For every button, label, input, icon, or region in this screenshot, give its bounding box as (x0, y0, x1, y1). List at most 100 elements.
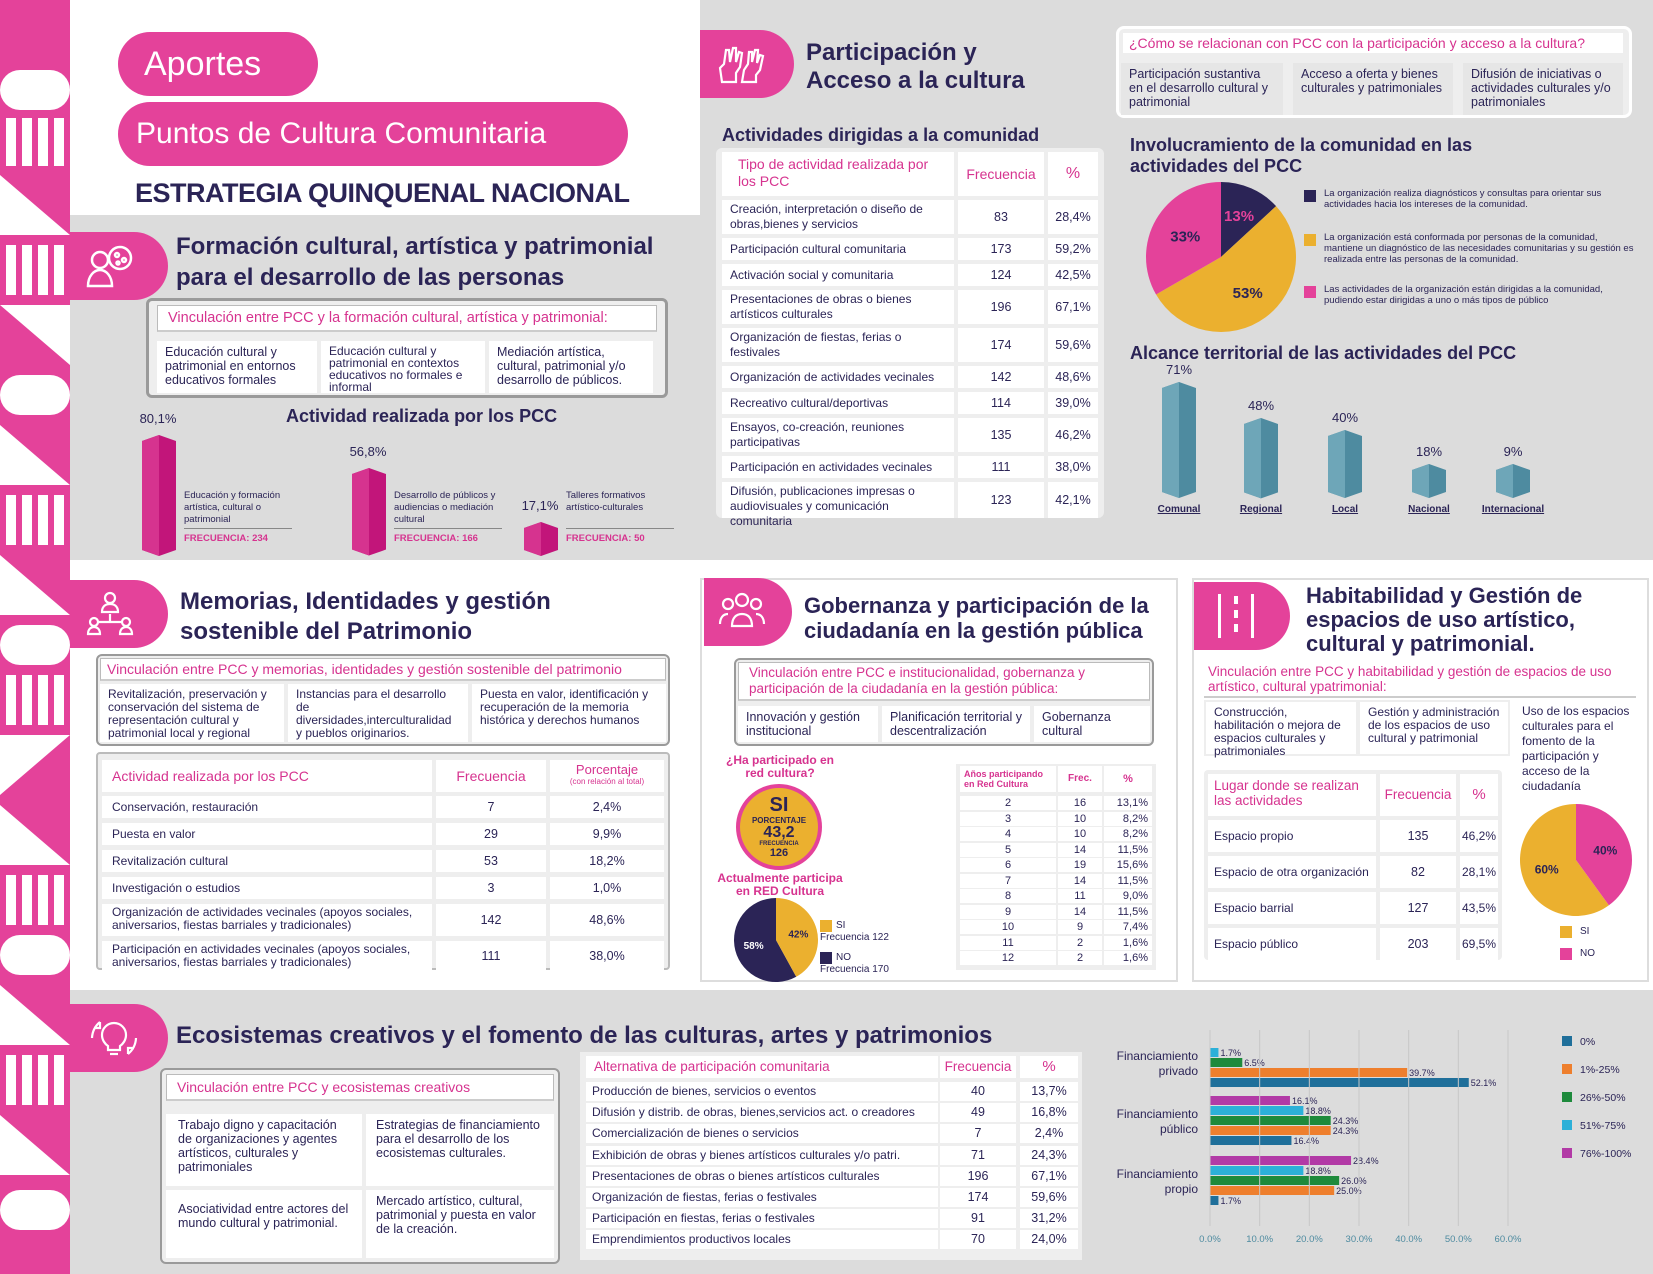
road-icon (1218, 594, 1254, 638)
eco-row-name: Emprendimientos productivos locales (586, 1230, 938, 1250)
years-row-pct: 7,4% (1104, 920, 1152, 934)
actividad-name: Recreativo cultural/deportivas (722, 392, 954, 414)
hab-item-3: Uso de los espacios culturales para el f… (1514, 700, 1638, 793)
pie-slice (1146, 182, 1221, 295)
pie-label: 40% (1593, 843, 1617, 857)
formacion-title-1: Formación cultural, artística y patrimon… (176, 233, 654, 260)
pcc-question: ¿Cómo se relacionan con PCC con la parti… (1123, 33, 1623, 53)
formacion-box: Vinculación entre PCC y la formación cul… (146, 298, 668, 398)
gobernanza-icon-tab (704, 578, 792, 646)
bar (1210, 1196, 1219, 1205)
pie-label: 60% (1535, 863, 1559, 877)
memorias-item-3: Puesta en valor, identificación y recupe… (472, 684, 666, 742)
years-row-year: 5 (960, 842, 1056, 857)
formacion-item-3: Mediación artística, cultural, patrimoni… (489, 341, 653, 393)
memorias-row-name: Participación en actividades vecinales (… (102, 941, 432, 971)
alcance-bar-pct: 48% (1247, 397, 1275, 413)
actividad-pct: 59,6% (1048, 328, 1098, 362)
bar-value-label: 24.3% (1333, 1126, 1359, 1136)
bar-value-label: 1.7% (1220, 1196, 1241, 1206)
alcance-bars: 71% Comunal 48% Regional 40% Local 18% Nacional… (1130, 362, 1560, 526)
eco-row-freq: 7 (940, 1124, 1016, 1144)
pie-slice (1156, 206, 1296, 332)
eco-item-1: Trabajo digno y capacitación de organiza… (166, 1114, 362, 1186)
pie-slice (1520, 804, 1609, 916)
actividad-pct: 39,0% (1048, 392, 1098, 414)
actividad-name: Difusión, publicaciones impresas o audio… (722, 482, 954, 528)
years-row-pct: 1,6% (1104, 951, 1152, 965)
bar-value-label: 16.1% (1292, 1096, 1318, 1106)
ecosistemas-box-header: Vinculación entre PCC y ecosistemas crea… (166, 1074, 554, 1101)
pie-slice (1221, 182, 1277, 257)
years-row-year: 11 (960, 935, 1056, 950)
bar-value-label: 28.4% (1353, 1156, 1379, 1166)
legend-swatch (1560, 948, 1572, 960)
pie-label: 58% (744, 941, 764, 952)
alcance-bar-pct: 40% (1331, 410, 1359, 426)
alcance-bar-label: Local (1331, 504, 1359, 515)
habitabilidad-box-header: Vinculación entre PCC y habitabilidad y … (1204, 662, 1636, 698)
involucramiento-pie: 13% 53% 33% (1146, 182, 1296, 332)
bar-face (1412, 464, 1429, 498)
formacion-item-1: Educación cultural y patrimonial en ento… (157, 341, 317, 393)
bar-value-label: 52.1% (1471, 1078, 1497, 1088)
hab-row-freq: 135 (1380, 820, 1456, 852)
bar (1210, 1106, 1304, 1115)
category-label: Financiamiento (1117, 1049, 1199, 1063)
inv-legend-1: La organización realiza diagnósticos y c… (1324, 188, 1602, 210)
actividad-freq: 123 (958, 482, 1044, 518)
badge-si: SI (769, 794, 789, 816)
bar-face (1244, 417, 1261, 498)
eco-header-pct: % (1020, 1056, 1078, 1078)
legend-swatch (820, 920, 832, 932)
hab-header-lugar: Lugar donde se realizan las actividades (1208, 774, 1376, 816)
ecosistemas-icon-tab (70, 1004, 168, 1072)
eco-row-name: Participación en fiestas, ferias o festi… (586, 1209, 938, 1229)
formacion-bar-freq: FRECUENCIA: 166 (394, 528, 502, 544)
alcance-bar-label: Regional (1239, 504, 1283, 515)
gobernanza-q2: Actualmente participa en RED Cultura (717, 871, 843, 898)
memorias-header-pct-note: (con relación al total) (569, 777, 645, 786)
legend-swatch (1562, 1036, 1572, 1046)
inv-legend-2: La organización está conformada por pers… (1324, 232, 1634, 265)
formacion-bars: 80,1% Educación y formación artística, cu… (100, 410, 674, 560)
eco-row-pct: 31,2% (1020, 1209, 1078, 1229)
gob-legend-si: SI (836, 920, 846, 931)
years-row-year: 6 (960, 858, 1056, 872)
bar (1210, 1136, 1292, 1145)
actividad-pct: 59,2% (1048, 238, 1098, 260)
bar-face (1328, 430, 1345, 498)
red-cultura-badge: SI PORCENTAJE 43,2 FRECUENCIA 126 (736, 784, 822, 870)
memorias-row-pct: 9,9% (550, 823, 664, 845)
actividades-header-pct: % (1048, 152, 1098, 196)
hab-row-name: Espacio propio (1208, 820, 1376, 852)
years-row-year: 9 (960, 904, 1056, 919)
ecosistemas-title: Ecosistemas creativos y el fomento de la… (176, 1022, 993, 1049)
actividad-freq: 142 (958, 366, 1044, 388)
years-header-pct: % (1104, 766, 1152, 792)
alcance-bar (1328, 430, 1362, 498)
years-row-freq: 11 (1058, 889, 1102, 903)
formacion-box-header: Vinculación entre PCC y la formación cul… (157, 305, 657, 332)
hab-item-1: Construcción, habilitación o mejora de e… (1206, 702, 1356, 758)
participacion-icon-tab (700, 30, 794, 98)
eco-row-name: Organización de fiestas, ferias o festiv… (586, 1188, 938, 1207)
gobernanza-item-1: Innovación y gestión institucional (738, 706, 878, 742)
alcance-bar-pct: 71% (1165, 362, 1193, 377)
memorias-row-pct: 48,6% (550, 904, 664, 936)
actividad-name: Organización de actividades vecinales (722, 366, 954, 388)
actividad-name: Organización de fiestas, ferias o festiv… (722, 328, 954, 362)
actividad-pct: 42,1% (1048, 482, 1098, 518)
eco-row-pct: 2,4% (1020, 1124, 1078, 1144)
gobernanza-title-2: ciudadanía en la gestión pública (804, 618, 1143, 643)
legend-swatch (1562, 1064, 1572, 1074)
category-label: Financiamiento (1117, 1107, 1199, 1121)
bar (1210, 1116, 1331, 1125)
bar (1210, 1058, 1243, 1067)
years-row-freq: 9 (1058, 920, 1102, 934)
years-row-pct: 8,2% (1104, 811, 1152, 826)
formacion-icon-tab (70, 232, 168, 300)
tick-label: 40.0% (1395, 1234, 1422, 1245)
bar (1210, 1156, 1352, 1165)
category-label: privado (1159, 1064, 1199, 1078)
